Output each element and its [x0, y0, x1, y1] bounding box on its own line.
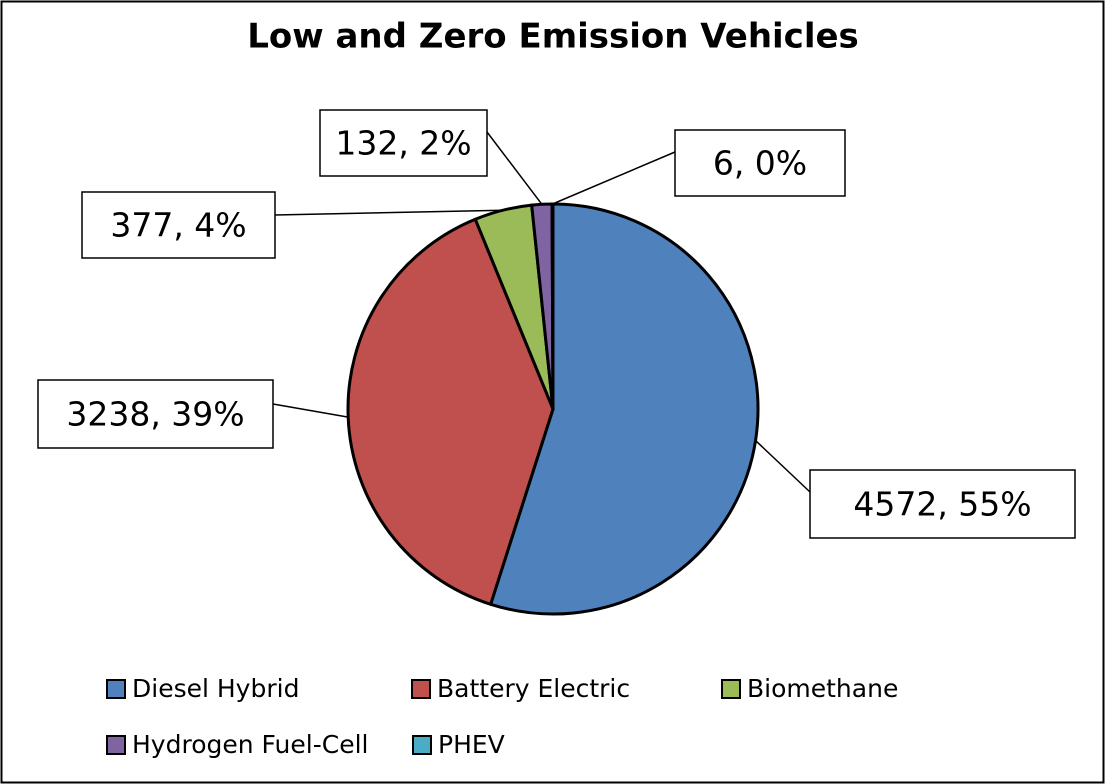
- leader-line: [486, 131, 543, 205]
- pie-slice: [550, 202, 555, 411]
- leader-line: [274, 209, 504, 216]
- pie-slice: [489, 202, 760, 616]
- chart-title: Low and Zero Emission Vehicles: [247, 17, 859, 57]
- legend-swatch: [106, 735, 126, 755]
- legend-label: Battery Electric: [437, 674, 630, 703]
- leader-line: [272, 403, 349, 418]
- legend-label: Biomethane: [747, 674, 898, 703]
- data-label-box: [81, 191, 276, 259]
- leader-line: [552, 151, 676, 205]
- data-label: 6, 0%: [713, 144, 807, 183]
- legend-label: PHEV: [438, 730, 505, 759]
- data-label: 3238, 39%: [66, 395, 244, 434]
- legend-swatch: [412, 735, 432, 755]
- legend-swatch: [721, 679, 741, 699]
- data-label-box: [37, 379, 274, 449]
- legend-label: Diesel Hybrid: [132, 674, 299, 703]
- legend-swatch: [411, 679, 431, 699]
- leader-line: [755, 440, 811, 493]
- data-label-box: [674, 129, 846, 197]
- legend-label: Hydrogen Fuel-Cell: [132, 730, 368, 759]
- legend-swatch: [106, 679, 126, 699]
- data-label-box: [319, 109, 488, 177]
- pie-slice: [346, 217, 555, 606]
- data-label: 132, 2%: [335, 124, 471, 163]
- data-label: 377, 4%: [110, 206, 246, 245]
- data-label: 4572, 55%: [853, 485, 1031, 524]
- data-label-box: [809, 469, 1076, 539]
